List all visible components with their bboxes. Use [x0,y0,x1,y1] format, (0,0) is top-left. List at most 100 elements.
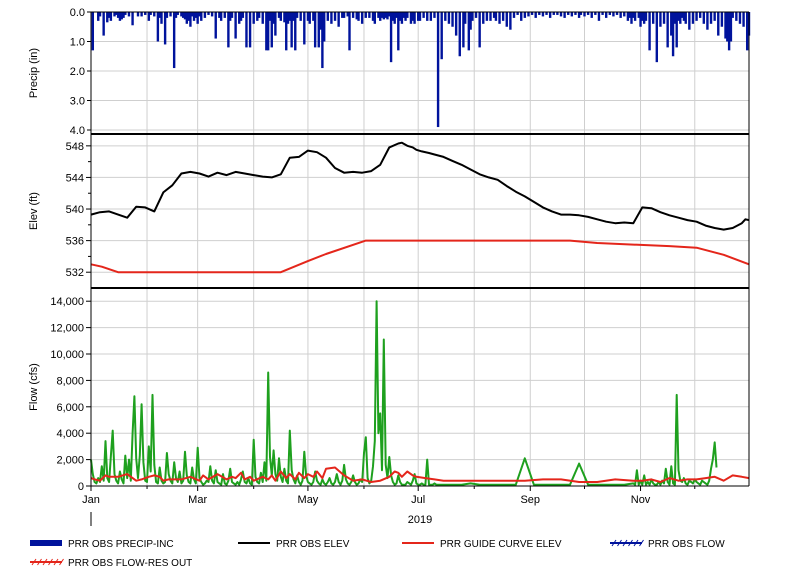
precip-bar [131,12,134,26]
precip-bar [322,12,326,42]
precip-bar [630,12,633,24]
precip-bar [357,12,360,21]
legend-item: PRR OBS FLOW [610,539,725,550]
precip-bar [306,12,310,21]
precip-bar [501,12,505,21]
precip-bar [655,12,659,63]
precip-bar [180,12,183,17]
res-out-flow-line [90,466,750,483]
precip-bar [230,12,234,18]
precip-bar [541,12,545,17]
precip-bar [400,12,404,24]
precip-bar [552,12,555,15]
x-axis-year-label: 2019 [408,514,432,526]
legend-swatch-hatch [48,558,53,566]
precip-bar [348,12,351,51]
precip-bar [140,12,143,17]
precip-bar [116,12,120,18]
guide-curve-line [90,239,750,274]
precip-bar [713,12,716,21]
precip-bar [333,12,337,21]
legend-item: PRR GUIDE CURVE ELEV [402,539,562,550]
precip-bar [601,12,604,15]
precip-bar [337,12,340,27]
precip-bar [163,12,167,45]
precip-bar [642,12,646,24]
precip-bar [292,12,295,21]
precip-bar [482,12,485,24]
x-tick-label: Jan [82,494,100,506]
precip-bar [520,12,523,21]
precip-bar [158,12,161,18]
flow-tick-label: 12,000 [50,323,84,335]
precip-bar [467,12,471,51]
precip-bar [623,12,626,17]
precip-bar [440,12,443,60]
precip-bar [156,12,160,42]
precip-bar [463,12,467,24]
precip-bar [377,12,380,18]
precip-bar [351,12,355,18]
precip-bar [384,12,387,18]
precip-bar [97,12,100,21]
precip-bar [619,12,622,18]
precip-bar [462,12,465,48]
precip-bar [238,12,241,24]
precip-bar [662,12,666,24]
obs-flow-line [90,300,718,486]
precip-bar [444,12,447,21]
elev-tick-label: 532 [66,267,84,279]
precip-bar [270,12,273,48]
legend-swatch-hatch [37,558,42,566]
precip-bar [341,12,344,18]
legend-item: PRR OBS PRECIP-INC [30,539,174,550]
precip-bar [406,12,409,18]
precip-bar [192,12,196,21]
precip-bar [738,12,742,24]
precip-bar [530,12,534,15]
precip-bar [136,12,140,17]
precip-bar [223,12,226,18]
precip-bar [189,12,192,27]
precip-bar [594,12,597,15]
precip-bar [702,12,706,24]
precip-bar [364,12,367,18]
precip-bar [567,12,570,15]
x-tick-label: Nov [631,494,651,506]
precip-bar [436,12,440,128]
precip-bar [313,12,317,48]
precip-bar [294,12,297,51]
precip-bar [706,12,709,30]
precip-bar [127,12,131,17]
elev-tick-label: 536 [66,236,84,248]
precip-bar [355,12,358,20]
legend-label: PRR OBS FLOW-RES OUT [68,558,192,569]
precip-bar [612,12,615,17]
precip-bar [469,12,472,30]
precip-bar [274,12,277,36]
x-tick-label: Mar [188,494,207,506]
precip-bar [509,12,512,30]
precip-bar [191,12,194,17]
precip-bar [147,12,151,21]
precip-bar [312,12,315,21]
precip-bar [512,12,516,18]
precip-bar [426,12,429,21]
flow-tick-label: 10,000 [50,349,84,361]
precip-bar [637,12,640,18]
precip-bar [451,12,454,27]
x-tick-label: Jul [411,494,425,506]
precip-bar [447,12,451,24]
precip-bar [239,12,243,21]
precip-bar [277,12,281,18]
precip-bar [268,12,272,21]
precip-bar [458,12,461,57]
precip-bar [675,12,678,48]
precip-bar [735,12,738,21]
legend-swatch-hatch [31,558,37,566]
precip-bar [726,12,729,42]
precip-bar [745,12,749,51]
precip-bar [326,12,330,21]
precip-bar [360,12,364,24]
precip-bar [257,12,261,18]
